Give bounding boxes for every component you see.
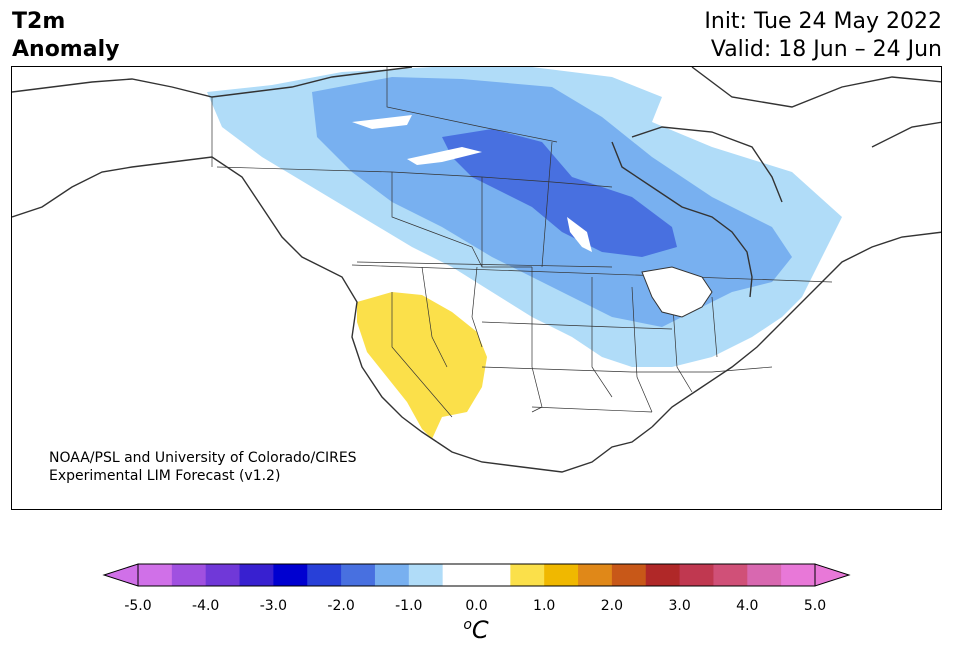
colorbar-tick-label: 0.0 [465,598,488,614]
colorbar-tick-label: 4.0 [736,598,759,614]
map-panel [11,66,942,510]
unit-base: C [471,616,489,644]
anomaly-map [12,67,941,473]
colorbar-extend-low [102,563,139,587]
colorbar-extend-high [814,563,851,587]
valid-date: Valid: 18 Jun – 24 Jun [710,37,942,62]
forecast-dates: Init: Tue 24 May 2022 Valid: 18 Jun – 24… [704,8,942,64]
colorbar-segment [341,564,376,586]
credit-line-2: Experimental LIM Forecast (v1.2) [49,468,281,484]
colorbar-segment [645,564,681,586]
lake-shape [567,217,592,252]
colorbar-segment [476,564,511,586]
colorbar-tick-label: 5.0 [803,598,827,614]
colorbar [102,563,851,587]
great-lakes [641,266,713,318]
colorbar-segment [611,564,647,586]
colorbar-segment [239,564,274,586]
anomaly-region-dark-blue [442,129,677,257]
colorbar-segment [781,564,816,586]
colorbar-segment [307,564,342,586]
colorbar-tick-label: -4.0 [192,598,220,614]
colorbar-segment [679,564,714,586]
colorbar-segment [408,564,444,586]
colorbar-segment [442,564,477,586]
colorbar-tick-label: 2.0 [600,598,624,614]
lake-shape [407,147,482,165]
colorbar-tick-label: -3.0 [259,598,288,614]
init-date: Init: Tue 24 May 2022 [704,9,942,34]
colorbar-unit-label: oC [463,616,488,644]
colorbar-segment [544,564,579,586]
title-line-2: Anomaly [12,37,120,62]
title-line-1: T2m [12,9,66,34]
state-province-borders [211,67,833,418]
colorbar-segment [273,564,308,586]
colorbar-tick-label: 3.0 [668,598,691,614]
colorbar-tick-label: 1.0 [533,598,556,614]
lake-shape [352,115,412,129]
colorbar-segment [205,564,241,586]
unit-degree-sup: o [463,617,472,633]
colorbar-segment [747,564,782,586]
colorbar-tick-label: -5.0 [124,598,152,614]
credit-text: NOAA/PSL and University of Colorado/CIRE… [49,449,357,485]
colorbar-tick-label: -1.0 [395,598,423,614]
colorbar-tick-label: -2.0 [327,598,355,614]
colorbar-segment [171,564,207,586]
colorbar-segment [713,564,748,586]
colorbar-border [137,563,816,587]
colorbar-segment [374,564,410,586]
map-title: T2m Anomaly [12,8,119,64]
coastlines [12,67,941,473]
credit-line-1: NOAA/PSL and University of Colorado/CIRE… [49,450,357,466]
colorbar-segment [138,564,173,586]
colorbar-segment [510,564,545,586]
anomaly-region-yellow [357,292,487,439]
colorbar-segment [578,564,613,586]
